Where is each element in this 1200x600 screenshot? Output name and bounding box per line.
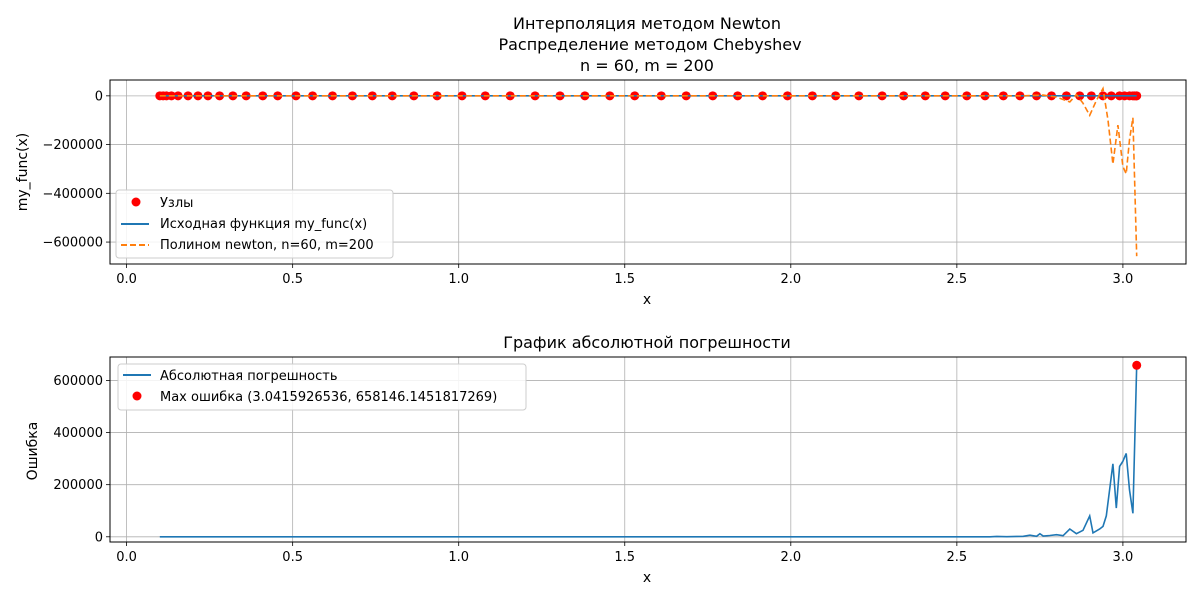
x-tick-label: 0.5 [282, 272, 303, 287]
y-tick-label: 0 [95, 530, 103, 545]
y-tick-label: −400000 [42, 187, 103, 202]
chart-title-line-1: Интерполяция методом Newton [513, 14, 781, 33]
x-tick-label: 0.0 [116, 550, 137, 565]
chart-title-line-3: n = 60, m = 200 [580, 56, 714, 75]
y-tick-label: −600000 [42, 236, 103, 251]
max-error-point [1132, 360, 1142, 370]
series-line-0 [159, 365, 1138, 538]
y-axis-label: Ошибка [25, 422, 41, 481]
plot-area [155, 86, 1142, 257]
legend-label-original: Исходная функция my_func(x) [160, 217, 367, 232]
x-tick-label: 1.0 [448, 550, 469, 565]
x-tick-label: 2.5 [947, 550, 968, 565]
x-axis-label: x [643, 570, 651, 586]
x-tick-label: 3.0 [1113, 272, 1134, 287]
legend: Узлы Исходная функция my_func(x) Полином… [115, 189, 394, 259]
error-chart: График абсолютной погрешности 0.0 0.5 1.0 1… [25, 333, 1187, 586]
x-tick-label: 1.5 [614, 550, 635, 565]
ticks: 0.0 0.5 1.0 1.5 2.0 2.5 3.0 0 200000 400000 600000 [53, 374, 1133, 565]
y-tick-label: −200000 [42, 138, 103, 153]
legend-box [115, 189, 394, 259]
legend-label-nodes: Узлы [160, 196, 193, 211]
legend-label-error: Абсолютная погрешность [160, 369, 338, 384]
x-tick-label: 0.0 [116, 272, 137, 287]
y-axis-label: my_func(x) [15, 133, 31, 212]
ticks: 0.0 0.5 1.0 1.5 2.0 2.5 3.0 0 −200000 −400000 −600… [42, 89, 1133, 287]
x-tick-label: 2.0 [780, 550, 801, 565]
y-tick-label: 600000 [53, 374, 103, 389]
interpolation-chart: Интерполяция методом Newton Распределени… [15, 14, 1187, 308]
legend-box [117, 363, 527, 411]
plot-area [159, 360, 1142, 538]
x-tick-label: 2.5 [947, 272, 968, 287]
legend-label-polynomial: Полином newton, n=60, m=200 [160, 238, 374, 253]
node-point [1132, 91, 1142, 101]
axes-frame [109, 356, 1187, 543]
x-tick-label: 0.5 [282, 550, 303, 565]
y-tick-label: 0 [95, 89, 103, 104]
legend-marker-nodes [131, 197, 141, 207]
legend-label-max: Max ошибка (3.0415926536, 658146.1451817… [160, 390, 497, 405]
x-tick-label: 2.0 [780, 272, 801, 287]
x-tick-label: 1.5 [614, 272, 635, 287]
x-axis-label: x [643, 292, 651, 308]
chart-title-line-2: Распределение методом Chebyshev [498, 35, 801, 54]
axes-frame [109, 79, 1187, 265]
chart-title: График абсолютной погрешности [503, 333, 791, 352]
x-tick-label: 3.0 [1113, 550, 1134, 565]
legend-marker-max [132, 391, 142, 401]
y-tick-label: 200000 [53, 478, 103, 493]
y-tick-label: 400000 [53, 426, 103, 441]
legend: Абсолютная погрешность Max ошибка (3.041… [117, 363, 527, 411]
series-line-2 [159, 86, 1138, 257]
x-tick-label: 1.0 [448, 272, 469, 287]
